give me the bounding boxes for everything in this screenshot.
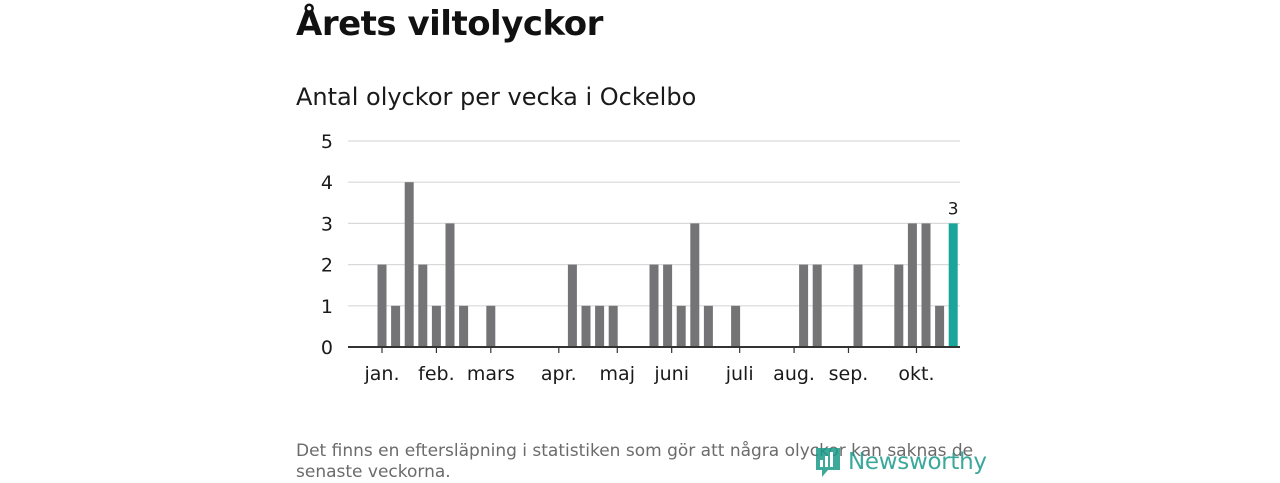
bar: [486, 305, 496, 347]
bar: [703, 305, 713, 347]
bar: [581, 305, 591, 347]
bar: [431, 305, 441, 347]
newsworthy-logo-text: Newsworthy: [848, 449, 987, 475]
x-tick-label: aug.: [773, 363, 815, 385]
y-tick-label: 3: [321, 213, 333, 235]
data-label: 3: [948, 199, 959, 219]
bar: [649, 264, 659, 347]
y-tick-label: 4: [321, 172, 333, 194]
bar: [935, 305, 945, 347]
bar: [567, 264, 577, 347]
bar: [418, 264, 428, 347]
bar: [921, 223, 931, 347]
chart-title: Årets viltolyckor: [296, 4, 603, 44]
bar: [445, 223, 455, 347]
bar: [608, 305, 618, 347]
x-tick-label: sep.: [829, 363, 869, 385]
x-tick-label: juni: [653, 363, 689, 385]
bar: [853, 264, 863, 347]
bar: [595, 305, 605, 347]
x-tick-label: juli: [725, 363, 754, 385]
x-tick-label: feb.: [418, 363, 454, 385]
newsworthy-logo[interactable]: Newsworthy: [814, 446, 987, 478]
footnote: Det finns en eftersläpning i statistiken…: [296, 441, 974, 482]
bar: [391, 305, 401, 347]
x-tick-label: maj: [600, 363, 635, 385]
x-tick-label: jan.: [363, 363, 399, 385]
bar: [404, 182, 414, 347]
y-tick-label: 1: [321, 296, 333, 318]
bar: [812, 264, 822, 347]
bar: [459, 305, 469, 347]
bar: [907, 223, 917, 347]
bar: [894, 264, 904, 347]
y-tick-label: 2: [321, 255, 333, 277]
bar: [690, 223, 700, 347]
bar: [676, 305, 686, 347]
y-tick-label: 0: [321, 337, 333, 359]
chart-subtitle: Antal olyckor per vecka i Ockelbo: [296, 83, 697, 111]
bar: [663, 264, 673, 347]
bar: [731, 305, 741, 347]
x-tick-label: apr.: [541, 363, 577, 385]
bar-highlight: [948, 223, 958, 347]
bar: [377, 264, 387, 347]
bar: [799, 264, 809, 347]
newsworthy-logo-icon: [816, 448, 840, 477]
x-tick-label: mars: [467, 363, 515, 385]
x-tick-label: okt.: [898, 363, 934, 385]
y-tick-label: 5: [321, 131, 333, 153]
